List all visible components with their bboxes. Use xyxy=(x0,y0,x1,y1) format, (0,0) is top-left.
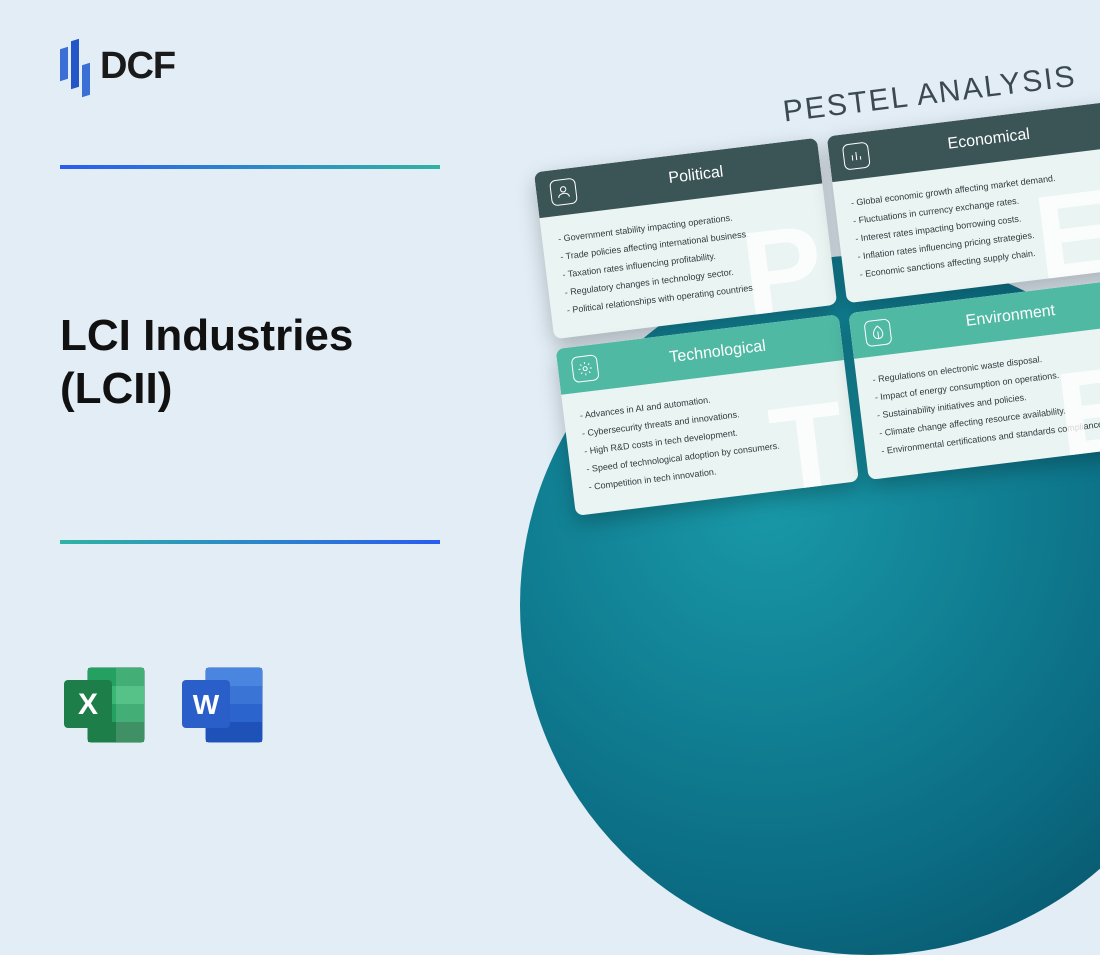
logo-bars-icon xyxy=(60,40,90,92)
pestel-card: Technological- Advances in AI and automa… xyxy=(556,314,859,515)
divider-top xyxy=(60,165,440,169)
word-icon: W xyxy=(178,660,268,750)
pestel-card: Environment- Regulations on electronic w… xyxy=(848,278,1100,479)
svg-text:X: X xyxy=(78,688,98,721)
person-icon xyxy=(549,178,578,207)
page-title: LCI Industries (LCII) xyxy=(60,310,353,416)
pestel-card: Political- Government stability impactin… xyxy=(534,138,837,339)
brand-logo: DCF xyxy=(60,40,175,92)
chart-icon xyxy=(842,142,871,171)
app-icons-row: X W xyxy=(60,660,268,750)
title-line2: (LCII) xyxy=(60,363,353,416)
svg-text:W: W xyxy=(193,689,220,720)
excel-icon: X xyxy=(60,660,150,750)
divider-bottom xyxy=(60,540,440,544)
leaf-icon xyxy=(863,318,892,347)
gear-icon xyxy=(571,354,600,383)
title-line1: LCI Industries xyxy=(60,310,353,363)
brand-name: DCF xyxy=(100,45,175,88)
pestel-panel: PESTEL ANALYSIS Political- Government st… xyxy=(528,56,1100,516)
pestel-card: Economical- Global economic growth affec… xyxy=(827,102,1100,303)
